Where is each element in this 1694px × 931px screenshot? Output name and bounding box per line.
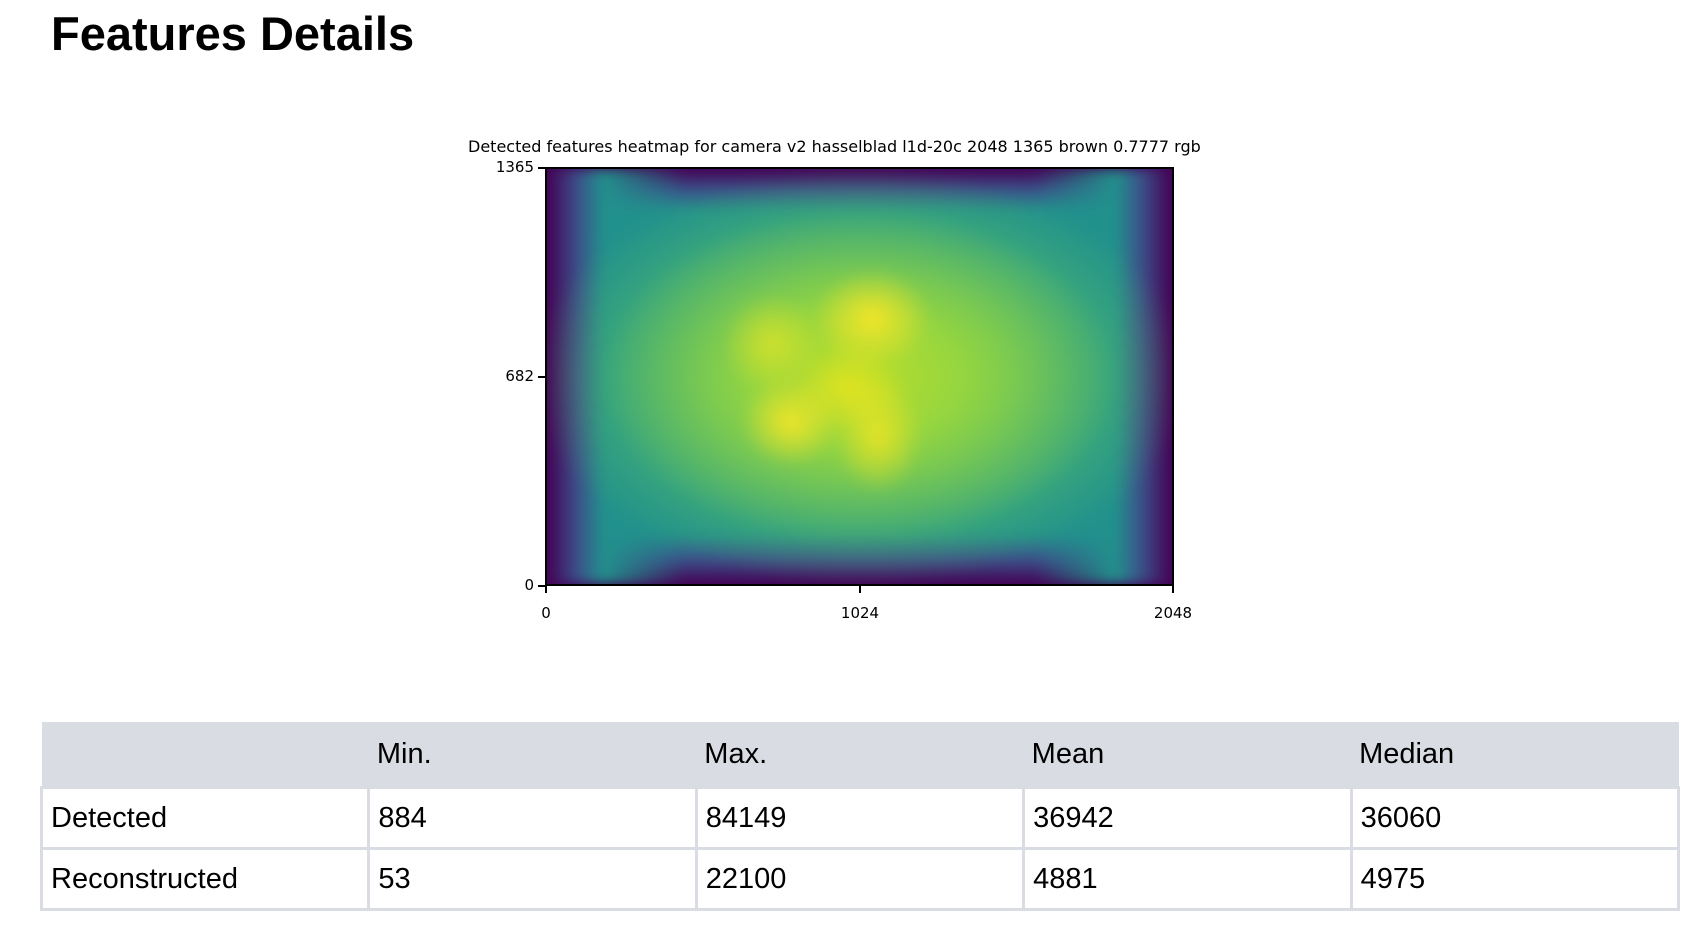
chart-title: Detected features heatmap for camera v2 … [468,137,1201,156]
y-tick-label-1365: 1365 [495,158,534,176]
heatmap-image [547,169,1172,584]
y-tick-label-682: 682 [505,367,534,385]
x-tick-label-0: 0 [541,604,551,622]
header-max: Max. [696,722,1024,788]
y-tick-mark-682 [538,376,545,378]
x-tick-label-2048: 2048 [1153,604,1193,622]
x-tick-mark-1024 [859,586,861,593]
header-min: Min. [368,722,697,788]
table-header-row: Min. Max. Mean Median [41,722,1679,788]
page-title: Features Details [51,7,415,60]
header-empty [41,722,369,788]
x-tick-mark-0 [545,586,547,593]
row-label: Reconstructed [39,847,371,911]
features-stats-table: Min. Max. Mean Median Detected 884 84149… [39,722,1681,911]
header-median: Median [1351,722,1679,788]
cell-median: 36060 [1349,786,1681,850]
x-tick-mark-2048 [1172,586,1174,593]
x-tick-label-1024: 1024 [840,604,880,622]
y-tick-mark-0 [538,585,545,587]
cell-max: 22100 [694,847,1026,911]
table-row-detected: Detected 884 84149 36942 36060 [39,786,1681,850]
cell-median: 4975 [1349,847,1681,911]
y-tick-label-0: 0 [524,576,534,594]
cell-mean: 36942 [1022,786,1353,850]
cell-mean: 4881 [1022,847,1353,911]
cell-min: 884 [367,786,698,850]
table-row-reconstructed: Reconstructed 53 22100 4881 4975 [39,847,1681,911]
cell-min: 53 [367,847,698,911]
heatmap-plot [545,167,1174,586]
y-tick-mark-1365 [538,167,545,169]
cell-max: 84149 [694,786,1026,850]
row-label: Detected [39,786,371,850]
header-mean: Mean [1023,722,1352,788]
